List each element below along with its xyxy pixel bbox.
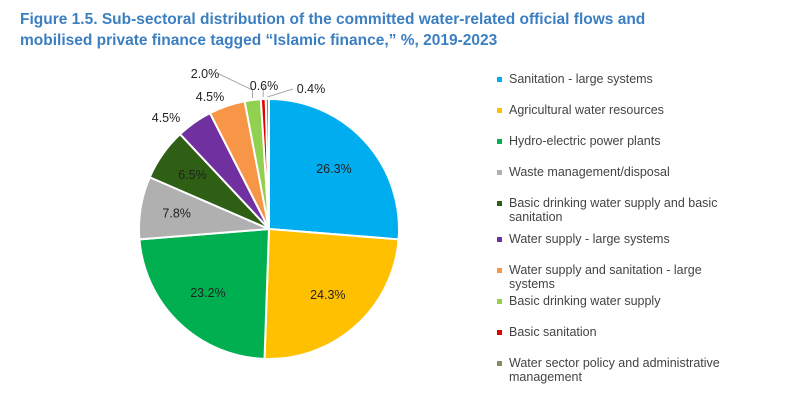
legend-label: Sanitation - large systems [509,72,653,86]
pie-slice [263,227,400,360]
legend-label: Water supply and sanitation - large syst… [509,263,702,291]
legend-swatch [497,299,502,304]
legend-item: Water supply and sanitation - large syst… [497,263,734,291]
legend-item: Basic drinking water supply [497,294,734,308]
legend-label: Hydro-electric power plants [509,134,661,148]
data-label: 6.5% [178,168,207,182]
pie-slice [268,97,400,241]
data-label: 7.8% [162,207,191,221]
data-label: 4.5% [152,111,181,125]
data-label: 24.3% [310,288,345,302]
leader-line [262,85,265,98]
legend-swatch [497,139,502,144]
legend-item: Basic sanitation [497,325,734,339]
pie-slice [264,97,270,230]
data-label: 0.6% [250,79,279,93]
legend-item: Agricultural water resources [497,103,734,117]
data-label: 26.3% [316,162,351,176]
legend-label: Basic drinking water supply and basic sa… [509,196,718,224]
legend-swatch [497,77,502,82]
data-label: 23.2% [190,286,225,300]
legend-swatch [497,201,502,206]
data-label: 0.4% [297,82,326,96]
legend-swatch [497,237,502,242]
legend-item: Basic drinking water supply and basic sa… [497,196,734,224]
legend-swatch [497,330,502,335]
legend-swatch [497,170,502,175]
chart-title: Figure 1.5. Sub-sectoral distribution of… [20,11,646,49]
legend-label: Water sector policy and administrative m… [509,356,720,384]
legend-item: Water supply - large systems [497,232,734,246]
legend-swatch [497,108,502,113]
legend-label: Waste management/disposal [509,165,670,179]
legend-item: Waste management/disposal [497,165,734,179]
legend-label: Water supply - large systems [509,232,670,246]
legend-item: Hydro-electric power plants [497,134,734,148]
legend-label: Basic sanitation [509,325,597,339]
leader-line [218,73,253,99]
pie-slice [138,227,271,360]
legend-swatch [497,361,502,366]
legend-label: Basic drinking water supply [509,294,661,308]
legend-item: Water sector policy and administrative m… [497,356,734,384]
data-label: 2.0% [191,67,220,81]
leader-line [267,88,294,98]
legend-swatch [497,268,502,273]
data-label: 4.5% [196,90,225,104]
legend-item: Sanitation - large systems [497,72,734,86]
legend-label: Agricultural water resources [509,103,664,117]
